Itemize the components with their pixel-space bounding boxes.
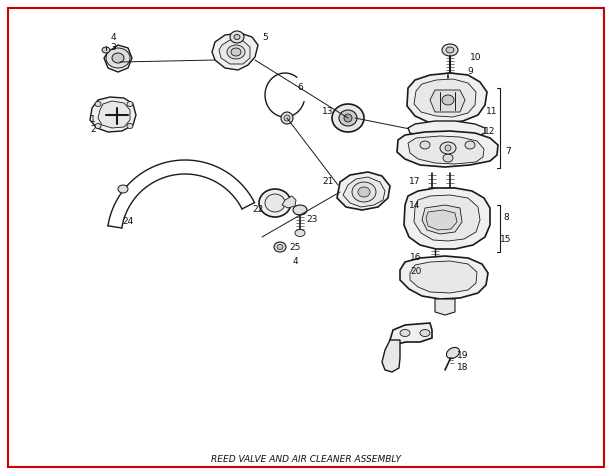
Text: 17: 17 bbox=[409, 178, 421, 187]
Polygon shape bbox=[400, 256, 488, 299]
Text: 24: 24 bbox=[122, 218, 133, 227]
Text: 22: 22 bbox=[252, 206, 264, 215]
Ellipse shape bbox=[443, 154, 453, 162]
Polygon shape bbox=[430, 90, 465, 112]
Ellipse shape bbox=[446, 47, 454, 53]
Ellipse shape bbox=[274, 242, 286, 252]
Polygon shape bbox=[90, 97, 136, 132]
Polygon shape bbox=[426, 210, 457, 230]
Ellipse shape bbox=[442, 44, 458, 56]
Ellipse shape bbox=[339, 110, 357, 126]
Polygon shape bbox=[422, 205, 462, 234]
Ellipse shape bbox=[127, 124, 133, 129]
Polygon shape bbox=[98, 101, 130, 128]
Polygon shape bbox=[410, 261, 477, 293]
Text: 15: 15 bbox=[500, 236, 512, 245]
Ellipse shape bbox=[352, 182, 376, 202]
Text: 20: 20 bbox=[410, 267, 422, 276]
Ellipse shape bbox=[230, 31, 244, 43]
Ellipse shape bbox=[445, 145, 451, 151]
Polygon shape bbox=[212, 33, 258, 70]
Ellipse shape bbox=[106, 48, 130, 68]
Ellipse shape bbox=[118, 185, 128, 193]
Polygon shape bbox=[219, 40, 250, 64]
Ellipse shape bbox=[281, 112, 293, 124]
Ellipse shape bbox=[332, 104, 364, 132]
Ellipse shape bbox=[440, 142, 456, 154]
Text: 14: 14 bbox=[409, 200, 420, 209]
Ellipse shape bbox=[234, 35, 240, 39]
Polygon shape bbox=[343, 177, 385, 207]
Ellipse shape bbox=[400, 330, 410, 336]
Polygon shape bbox=[407, 73, 487, 123]
Text: 1: 1 bbox=[90, 115, 96, 124]
Polygon shape bbox=[414, 195, 480, 241]
Ellipse shape bbox=[427, 197, 437, 203]
Text: 18: 18 bbox=[457, 363, 469, 372]
Text: 9: 9 bbox=[467, 67, 473, 76]
Ellipse shape bbox=[427, 202, 433, 206]
Polygon shape bbox=[435, 299, 455, 315]
Ellipse shape bbox=[420, 330, 430, 336]
Text: 23: 23 bbox=[307, 216, 318, 225]
Ellipse shape bbox=[446, 76, 454, 80]
Text: 7: 7 bbox=[505, 148, 511, 156]
Ellipse shape bbox=[344, 114, 352, 122]
Text: 25: 25 bbox=[289, 244, 300, 253]
Text: 19: 19 bbox=[457, 351, 469, 360]
Polygon shape bbox=[390, 323, 432, 345]
Ellipse shape bbox=[95, 124, 101, 129]
Polygon shape bbox=[337, 172, 390, 210]
Text: 11: 11 bbox=[487, 107, 498, 116]
Ellipse shape bbox=[295, 229, 305, 237]
Ellipse shape bbox=[424, 200, 436, 208]
Ellipse shape bbox=[127, 102, 133, 106]
Ellipse shape bbox=[231, 48, 241, 56]
Ellipse shape bbox=[445, 197, 455, 203]
Polygon shape bbox=[414, 79, 476, 117]
Ellipse shape bbox=[293, 205, 307, 215]
Polygon shape bbox=[397, 131, 498, 167]
Ellipse shape bbox=[95, 102, 101, 106]
Text: 21: 21 bbox=[323, 178, 334, 187]
Ellipse shape bbox=[277, 245, 283, 249]
Text: 3: 3 bbox=[110, 44, 116, 53]
Ellipse shape bbox=[284, 115, 290, 121]
Polygon shape bbox=[404, 188, 490, 249]
Ellipse shape bbox=[440, 73, 460, 83]
Ellipse shape bbox=[112, 53, 124, 63]
Polygon shape bbox=[282, 196, 296, 208]
Text: 8: 8 bbox=[503, 213, 509, 222]
Text: 6: 6 bbox=[297, 84, 303, 93]
Ellipse shape bbox=[227, 45, 245, 59]
Ellipse shape bbox=[446, 347, 460, 359]
Text: 12: 12 bbox=[484, 127, 496, 136]
Text: 13: 13 bbox=[323, 107, 334, 116]
Polygon shape bbox=[382, 340, 400, 372]
Polygon shape bbox=[408, 136, 484, 164]
Ellipse shape bbox=[259, 189, 291, 217]
Text: 4: 4 bbox=[110, 34, 116, 42]
Ellipse shape bbox=[358, 187, 370, 197]
Ellipse shape bbox=[265, 194, 285, 212]
Text: 5: 5 bbox=[262, 34, 268, 42]
Ellipse shape bbox=[465, 141, 475, 149]
Text: 10: 10 bbox=[470, 54, 482, 63]
Text: 16: 16 bbox=[410, 254, 422, 263]
Polygon shape bbox=[104, 45, 132, 72]
Ellipse shape bbox=[420, 141, 430, 149]
Text: REED VALVE AND AIR CLEANER ASSEMBLY: REED VALVE AND AIR CLEANER ASSEMBLY bbox=[211, 456, 401, 465]
Ellipse shape bbox=[442, 95, 454, 105]
Polygon shape bbox=[408, 121, 485, 138]
Ellipse shape bbox=[102, 47, 110, 53]
Ellipse shape bbox=[430, 265, 440, 271]
Text: 4: 4 bbox=[292, 257, 298, 266]
Text: 2: 2 bbox=[90, 125, 96, 134]
